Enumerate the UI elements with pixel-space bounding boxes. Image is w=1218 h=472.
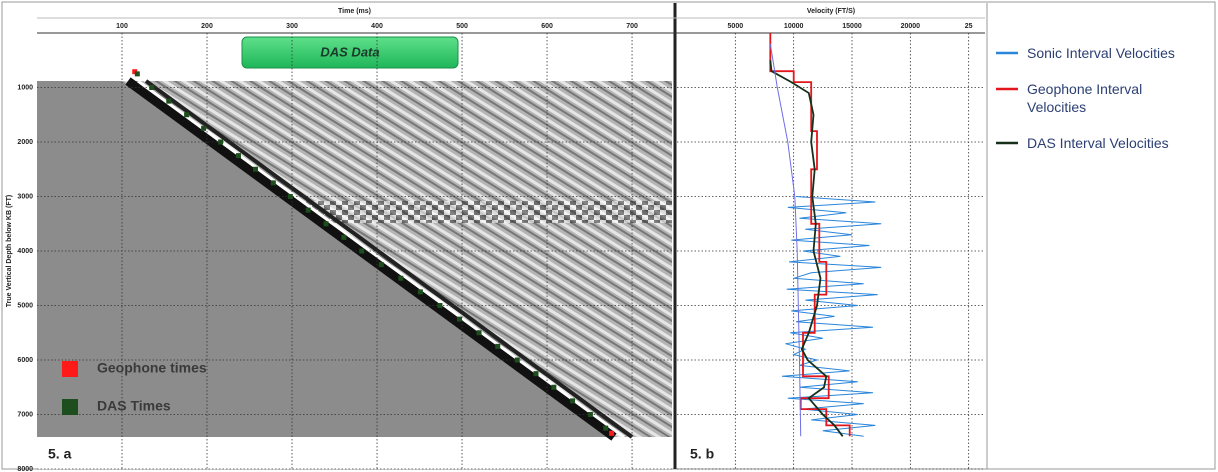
velocity-line (769, 60, 844, 437)
point (514, 357, 520, 363)
y-tick-label: 1000 (17, 84, 33, 91)
legend-label: DAS Interval Velocities (1027, 135, 1169, 151)
point (437, 303, 443, 308)
x-tick-label: 25 (965, 23, 973, 30)
x-tick-label: 100 (116, 23, 128, 30)
point (270, 180, 276, 186)
legend-swatch (62, 399, 78, 415)
x-tick-label: 15000 (842, 23, 862, 30)
annotation-box (241, 36, 459, 69)
point (235, 153, 241, 159)
point (551, 384, 557, 390)
first-arrival-band (144, 79, 634, 439)
point (134, 71, 140, 77)
point (456, 316, 462, 322)
point (603, 425, 609, 431)
seismic-shadow (37, 81, 612, 437)
x-tick-label: 500 (456, 23, 468, 30)
point (287, 194, 293, 199)
point (323, 221, 329, 227)
point (398, 275, 404, 281)
point (587, 412, 593, 417)
point (417, 289, 423, 295)
y-tick-label: 8000 (17, 466, 33, 472)
y-tick-label: 2000 (17, 139, 33, 146)
x-tick-label: 700 (626, 23, 638, 30)
point (341, 234, 347, 240)
point (149, 85, 155, 90)
point (609, 430, 615, 436)
legend-label: Sonic Interval Velocities (1027, 45, 1175, 61)
annotation: DAS Data (320, 44, 379, 59)
legend-label: Geophone times (97, 360, 207, 376)
x-tick-label: 400 (371, 23, 383, 30)
point (495, 343, 501, 349)
point (184, 112, 190, 118)
y-tick-label: 3000 (17, 193, 33, 200)
x-axis-label: Time (ms) (338, 8, 371, 15)
x-tick-label: 20000 (901, 23, 921, 30)
x-axis-label: Velocity (FT/S) (807, 8, 855, 15)
point (166, 98, 172, 104)
velocity-line (781, 196, 882, 437)
point (570, 398, 576, 404)
point (305, 207, 311, 213)
legend-label: Geophone Interval Velocities (1027, 81, 1143, 115)
legend-label: DAS Times (97, 398, 171, 414)
y-tick-label: 5000 (17, 302, 33, 309)
point (533, 371, 539, 377)
panel-label: 5. a (48, 446, 72, 462)
point (359, 248, 365, 254)
x-tick-label: 200 (201, 23, 213, 30)
velocity-line (769, 43, 802, 437)
seismic-texture (285, 201, 672, 223)
panel-label: 5. b (690, 446, 714, 462)
x-tick-label: 600 (541, 23, 553, 30)
point (218, 139, 224, 145)
y-tick-label: 4000 (17, 248, 33, 255)
point (201, 125, 207, 131)
y-tick-label: 7000 (17, 411, 33, 418)
point (252, 166, 258, 172)
x-tick-label: 10000 (784, 23, 804, 30)
legend-swatch (62, 361, 78, 377)
first-arrival-band (125, 77, 617, 441)
y-axis-label: True Vertical Depth below KB (FT) (6, 195, 13, 307)
y-tick-label: 6000 (17, 357, 33, 364)
point (132, 69, 138, 75)
x-tick-label: 5000 (728, 23, 744, 30)
x-tick-label: 300 (286, 23, 298, 30)
point (378, 262, 384, 268)
point (476, 330, 482, 336)
